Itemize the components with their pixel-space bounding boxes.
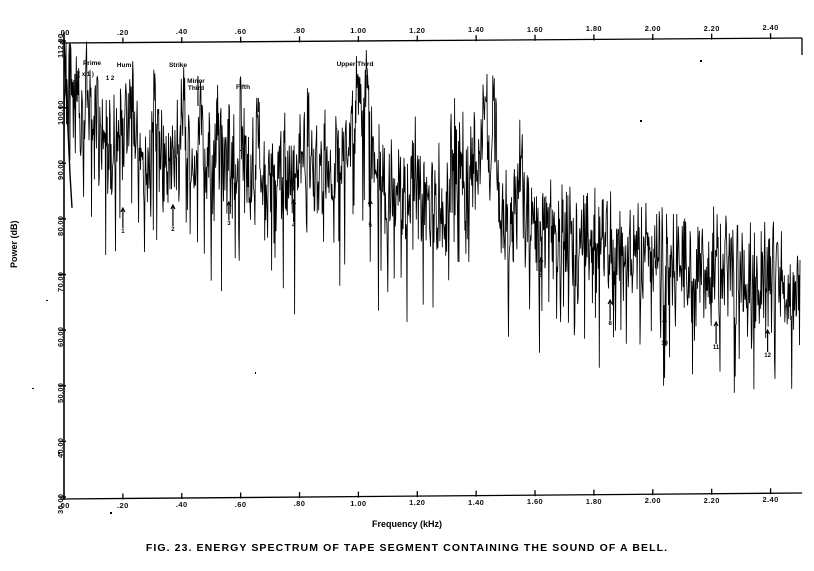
marker-number-4: 4 [291,223,296,229]
x-tick-bottom-8: 1.60 [526,497,544,507]
marker-number-1: 1 [121,229,125,235]
y-tick-6: 50.00 [56,382,65,403]
marker-number-6: 6 [539,273,543,279]
y-tick-8: 30.00 [56,493,65,514]
y-tick-5: 60.00 [56,326,65,348]
x-tick-bottom-9: 1.80 [585,496,603,506]
x-tick-bottom-6: 1.20 [409,498,426,508]
x-tick-top-11: 2.20 [703,23,720,33]
scan-speck [255,372,256,374]
x-tick-bottom-7: 1.40 [468,497,485,507]
annotation-pointers [74,74,771,352]
y-tick-1: 100.00 [56,99,65,125]
extra-index-label: 1 2 [105,76,115,82]
peak-label-prime: Prime [82,60,102,67]
x-tick-top-0: .00 [58,28,70,37]
x-tick-bottom-3: .60 [234,499,247,509]
x-tick-top-1: .20 [117,27,129,37]
peak-label-minor-third: Minor Third [187,78,205,92]
plot-area [59,32,803,500]
peak-label-upper-third: Upper Third [336,61,374,68]
x-tick-top-3: .60 [234,26,247,36]
marker-number-12: 12 [764,353,771,359]
x-tick-bottom-2: .40 [175,500,188,510]
marker-number-10: 10 [661,341,668,347]
scan-speck [700,60,702,62]
x-tick-top-5: 1.00 [350,26,367,35]
x-tick-bottom-11: 2.20 [703,495,720,505]
x-tick-bottom-0: .00 [58,501,70,510]
y-tick-7: 40.00 [56,438,65,459]
y-axis-title: Power (dB) [9,220,19,268]
y-tick-3: 80.00 [56,215,65,236]
peak-multiplier-label: ( x 1 ) [78,72,94,78]
x-tick-top-10: 2.00 [644,24,661,33]
x-tick-top-2: .40 [175,27,188,37]
marker-number-8: 8 [608,321,612,327]
scan-speck [32,388,34,389]
marker-number-2: 2 [171,227,175,233]
y-tick-0: 112.00 [56,33,65,58]
y-tick-4: 70.00 [56,271,65,292]
x-tick-bottom-10: 2.00 [644,496,661,506]
x-tick-bottom-4: .80 [293,499,306,509]
scan-speck [58,452,60,454]
x-tick-bottom-5: 1.00 [350,498,367,508]
peak-label-strike: Strike [168,62,188,69]
marker-number-3: 3 [227,221,231,227]
peak-label-hum: Hum [116,62,132,69]
axis-frame [59,32,803,500]
x-tick-top-8: 1.60 [526,24,544,34]
x-tick-top-7: 1.40 [468,25,485,35]
scan-speck [110,512,112,514]
spectrum-trace [63,40,801,393]
marker-number-5: 5 [368,223,372,229]
x-tick-bottom-1: .20 [117,500,129,510]
scan-speck [240,150,241,151]
x-tick-top-6: 1.20 [409,25,426,35]
scan-speck [640,120,642,122]
x-tick-top-4: .80 [293,26,306,36]
scan-speck [46,300,48,301]
y-tick-2: 90.00 [56,160,65,181]
peak-label-fifth: Fifth [235,84,251,91]
x-tick-top-12: 2.40 [762,23,779,33]
figure-caption: FIG. 23. ENERGY SPECTRUM OF TAPE SEGMENT… [145,542,669,554]
x-tick-top-9: 1.80 [585,24,603,34]
x-axis-title: Frequency (kHz) [371,519,442,529]
marker-number-11: 11 [712,345,720,351]
x-tick-bottom-12: 2.40 [762,495,779,505]
